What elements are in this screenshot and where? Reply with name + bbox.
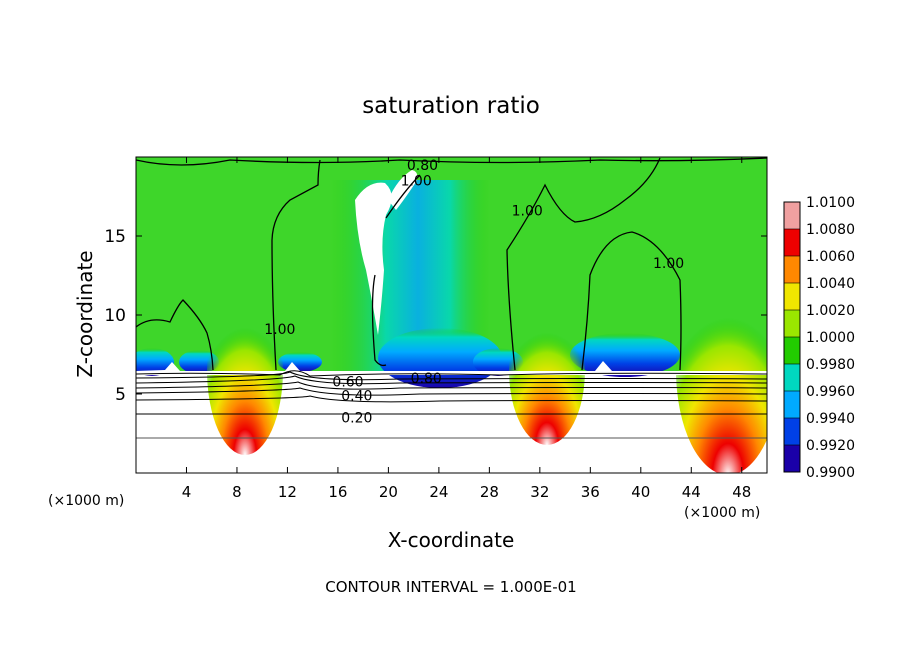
x-unit-label-left: (×1000 m) [48,493,124,509]
contour-line-1.00 [385,174,421,219]
x-tick-label: 36 [581,483,600,501]
contour-line-1.00 [136,157,767,166]
contour-line-0.60 [136,375,767,385]
supersaturated-plume [509,295,585,445]
x-tick-label: 24 [429,483,448,501]
x-tick-label: 32 [530,483,549,501]
lower-contours [136,370,767,439]
contour-line-1.00 [581,231,682,371]
cold-pocket [570,333,680,377]
colorbar-swatch [784,337,800,364]
colorbar-label: 0.9900 [806,465,855,481]
contour-line-0.80 [136,370,767,377]
colorbar-label: 1.0060 [806,249,855,265]
colorbar-label: 0.9920 [806,438,855,454]
colorbar-swatch [784,445,800,472]
contour-line [136,437,767,439]
dry-tongue [355,182,392,335]
contour-label: 1.00 [512,204,543,220]
contour-line-1.00 [506,157,661,371]
colorbar-label: 0.9980 [806,357,855,373]
x-axis-title: X-coordinate [388,528,515,552]
supersaturated-plume [676,265,767,473]
x-tick-label: 48 [732,483,751,501]
y-tick-label: 5 [115,385,126,405]
contour-label: 0.20 [341,411,372,427]
y-tick-label: 10 [104,306,126,326]
contour-label: 0.80 [411,371,442,387]
x-tick-label: 12 [278,483,297,501]
x-tick-label: 28 [480,483,499,501]
colorbar-label: 1.0040 [806,276,855,292]
cold-pocket [278,352,322,372]
contour-line [136,371,767,381]
colorbar-swatch [784,364,800,391]
x-tick-label: 20 [379,483,398,501]
contour-label: 1.00 [653,256,684,272]
contour-label: 0.40 [341,389,372,405]
contour-label: 1.00 [264,322,295,338]
contour-line-1.00 [371,274,387,367]
contour-lines [136,157,767,371]
x-unit-label-right: (×1000 m) [684,505,760,521]
x-axis: 4 8 12 16 20 24 28 32 36 40 44 48 [182,157,751,501]
contour-line-1.00 [271,159,321,371]
colorbar-swatch [784,283,800,310]
y-axis-title: Z-coordinate [73,250,97,377]
dry-tongue-upper [388,170,418,210]
contour-line-1.00 [136,299,214,371]
chart-title: saturation ratio [362,93,540,119]
x-tick-label: 8 [232,483,242,501]
x-tick-label: 40 [631,483,650,501]
colorbar-swatch [784,202,800,229]
terrain-ridge [136,361,767,375]
x-tick-label: 4 [182,483,192,501]
contour-labels: 1.001.001.001.000.800.800.600.400.20 [264,158,684,427]
colorbar-label: 1.0000 [806,330,855,346]
contour-line-0.40 [136,387,767,396]
y-tick-label: 15 [104,227,126,247]
cold-pocket [136,348,174,376]
contour-line [136,381,767,390]
colorbar-swatch [784,418,800,445]
colorbar-label: 0.9940 [806,411,855,427]
contour-label: 0.60 [332,374,363,390]
y-axis: 5 10 15 [104,227,767,405]
colorbar-label: 1.0080 [806,222,855,238]
contour-interval-note: CONTOUR INTERVAL = 1.000E-01 [325,578,576,596]
colorbar-swatch [784,310,800,337]
x-tick-label: 16 [328,483,347,501]
colorbar-label: 1.0020 [806,303,855,319]
plot-area: 1.001.001.001.000.800.800.600.400.20 [136,157,767,473]
supersaturated-plume [207,285,283,455]
colorbar-swatch [784,391,800,418]
contour-label: 0.80 [407,158,438,174]
colorbar-label: 0.9960 [806,384,855,400]
contour-label: 1.00 [401,174,432,190]
x-tick-label: 44 [682,483,701,501]
contour-line [136,395,767,403]
colorbar: 0.9900 0.9920 0.9940 0.9960 0.9980 1.0000 1.00… [783,195,855,481]
colorbar-swatch [784,256,800,283]
colorbar-swatch [784,229,800,256]
colorbar-label: 1.0100 [806,195,855,211]
